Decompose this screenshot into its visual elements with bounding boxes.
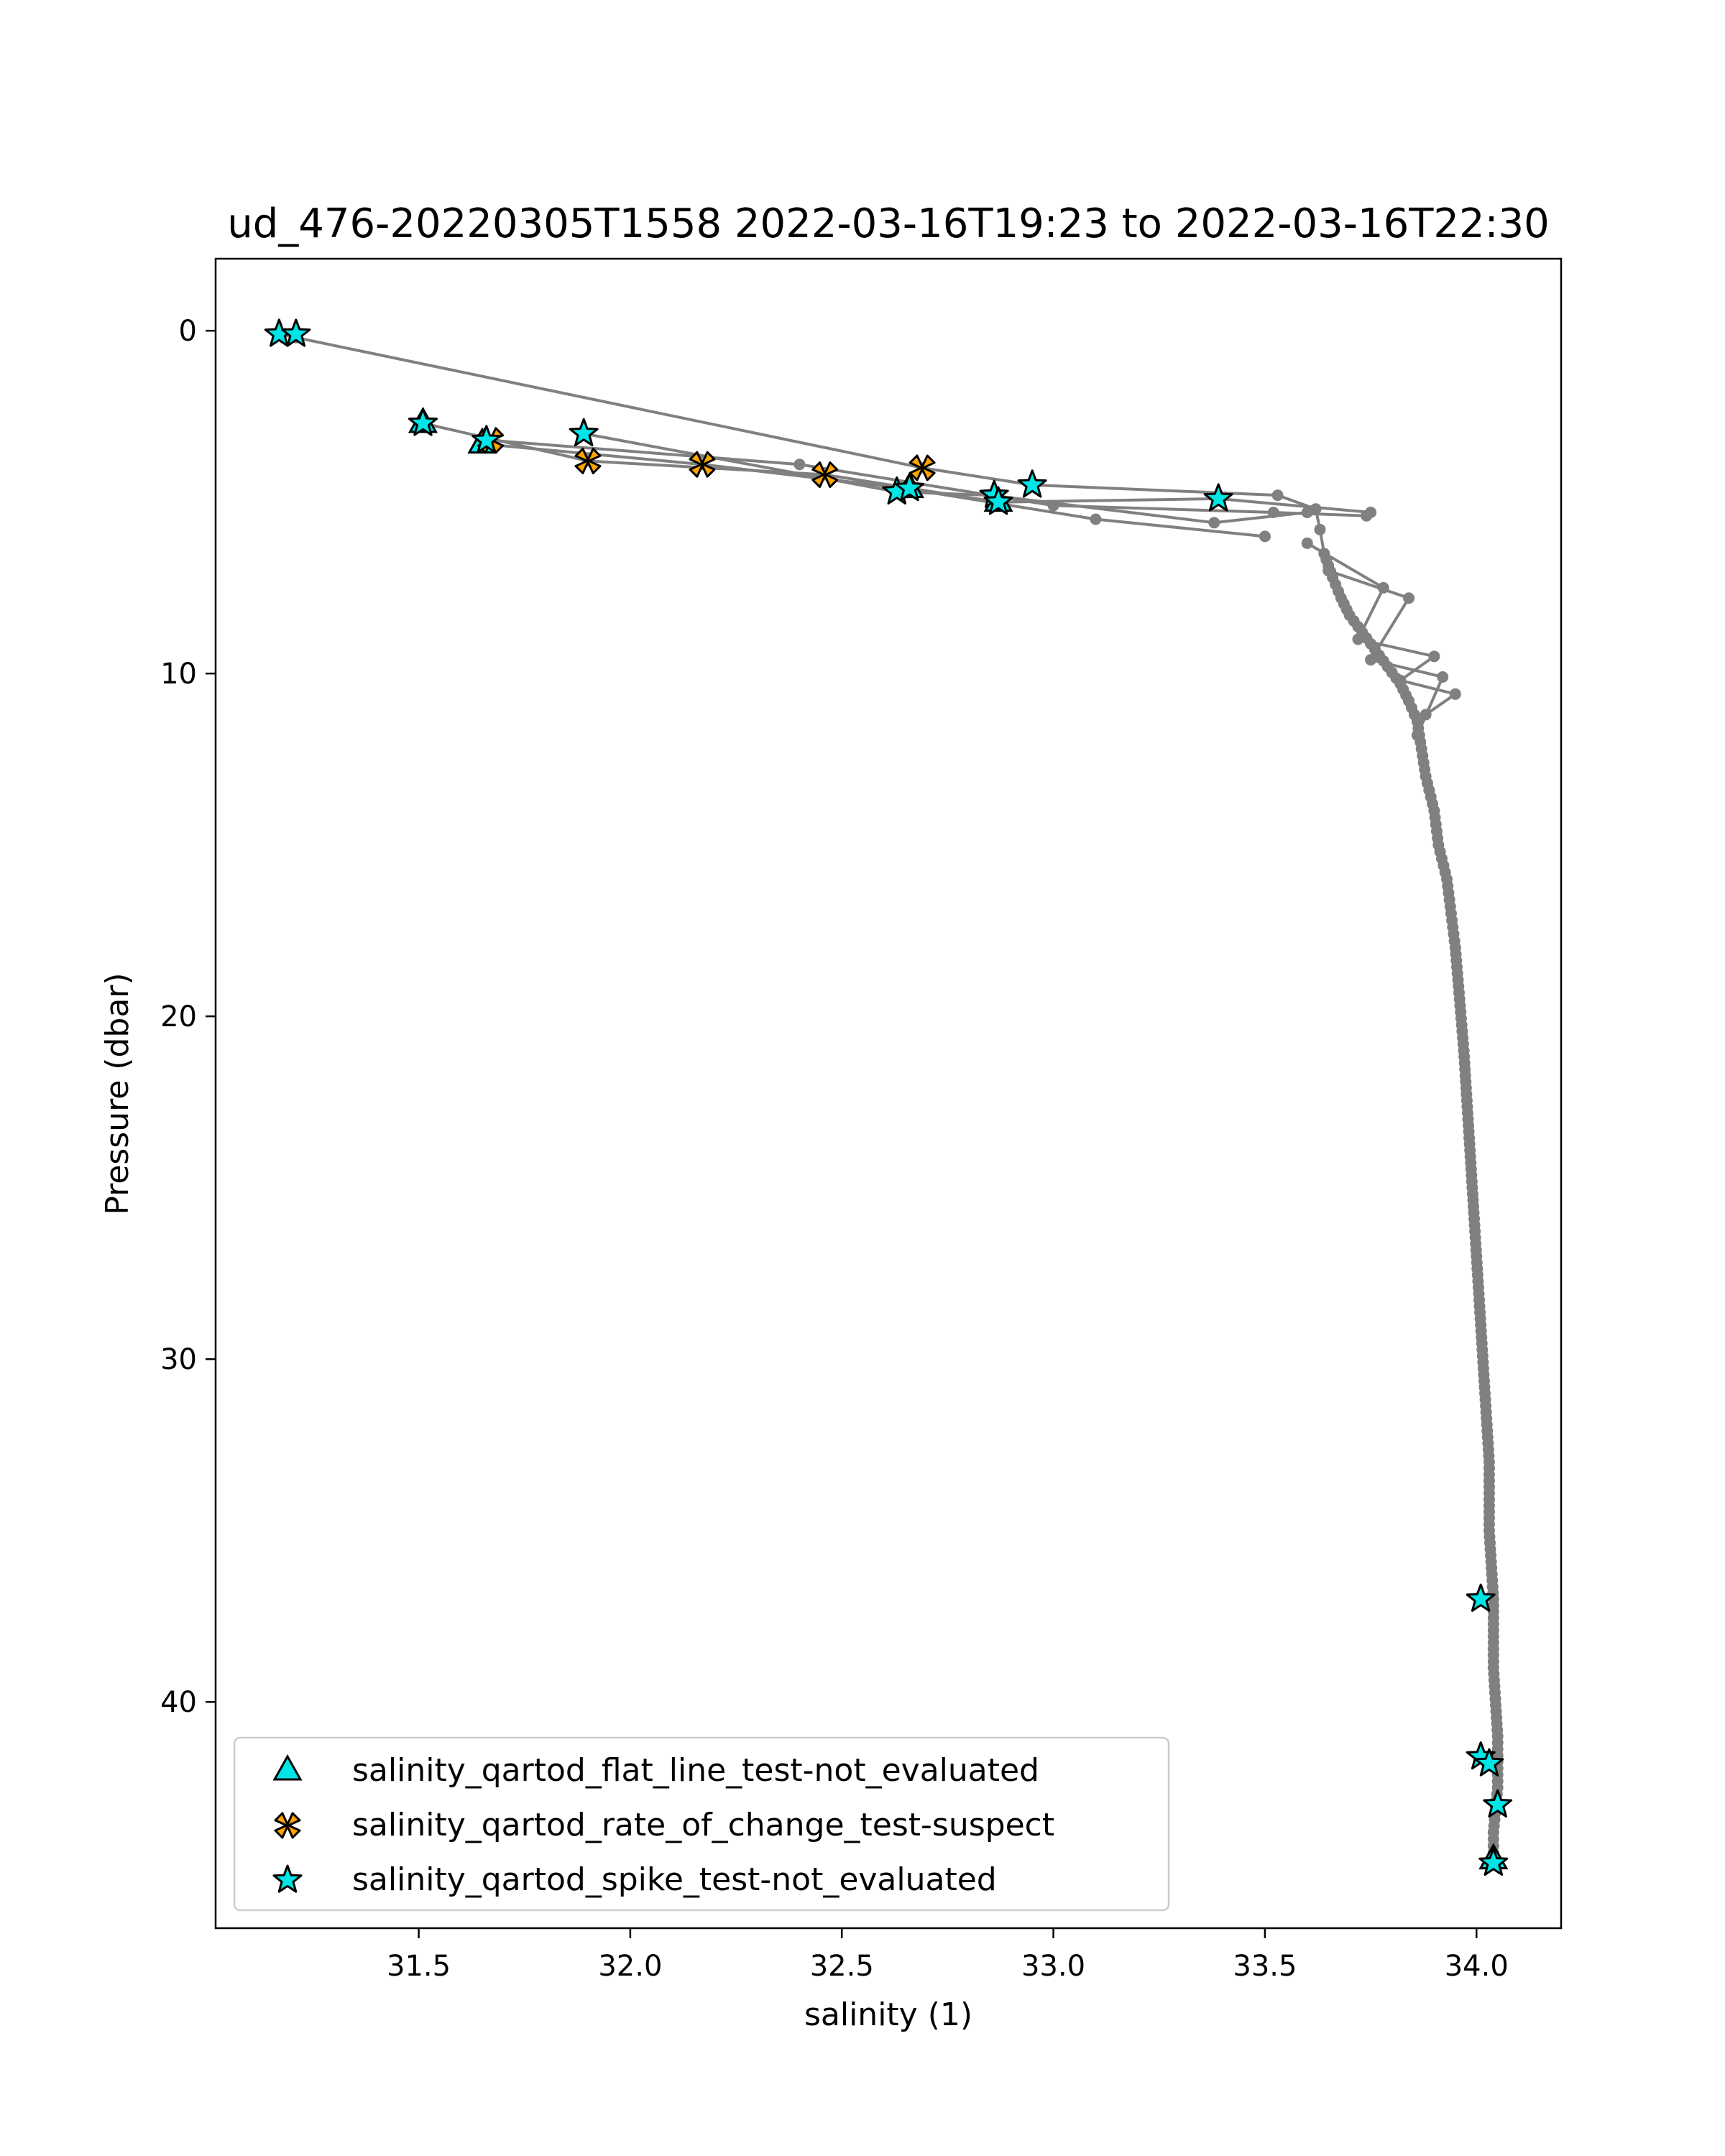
spike-marker: [472, 425, 502, 453]
profile-point: [1090, 513, 1102, 525]
spike-marker: [272, 1864, 303, 1893]
y-axis: 0 10 20 30 40: [160, 315, 216, 1719]
y-tick-label: 10: [160, 658, 197, 691]
series-3: [264, 318, 1513, 1876]
profile-point: [1437, 671, 1449, 683]
rate-of-change-marker: [908, 454, 936, 482]
legend: salinity_qartod_flat_line_test-not_evalu…: [233, 1736, 1170, 1912]
spike-marker: [1474, 1748, 1504, 1777]
profile-point: [1259, 530, 1271, 543]
x-axis: 31.5 32.0 32.5 33.0 33.5 34.0: [387, 1928, 1509, 1983]
profile-point: [1428, 650, 1440, 663]
y-tick-label: 0: [179, 315, 197, 348]
plot-frame: [214, 257, 1563, 1930]
legend-entry-3: salinity_qartod_spike_test-not_evaluated: [272, 1861, 997, 1898]
y-tick-label: 30: [160, 1343, 197, 1376]
spike-marker: [281, 318, 311, 347]
y-tick-label: 40: [160, 1686, 197, 1719]
x-tick-label: 31.5: [387, 1950, 451, 1983]
series-1: [408, 406, 1509, 1870]
profile-point: [1208, 517, 1220, 529]
profile-point: [1394, 674, 1407, 686]
profile-point: [1449, 688, 1461, 700]
spike-marker: [569, 418, 599, 446]
profile-point: [1403, 592, 1415, 604]
profile-point: [1301, 537, 1313, 549]
rate-of-change-marker: [811, 461, 839, 488]
profile-line: [278, 332, 1499, 1860]
spike-marker: [1466, 1583, 1496, 1612]
profile-point: [1361, 510, 1373, 522]
marker-layer: [264, 318, 1513, 1876]
chart-title: ud_476-20220305T1558 2022-03-16T19:23 to…: [227, 201, 1550, 247]
legend-label: salinity_qartod_flat_line_test-not_evalu…: [352, 1752, 1039, 1789]
profile-point: [1352, 633, 1364, 645]
legend-label: salinity_qartod_spike_test-not_evaluated: [352, 1861, 997, 1898]
spike-marker: [894, 473, 924, 502]
profile-layer: [273, 328, 1504, 1860]
spike-marker: [1483, 1789, 1513, 1818]
legend-entries: salinity_qartod_flat_line_test-not_evalu…: [272, 1752, 1054, 1898]
rate-of-change-marker: [689, 451, 716, 478]
profile-point: [1047, 499, 1059, 512]
spike-marker: [983, 487, 1013, 515]
flat-line-marker: [272, 1754, 303, 1781]
y-axis-label: Pressure (dbar): [99, 972, 136, 1215]
profile-point: [1365, 654, 1377, 666]
x-tick-label: 34.0: [1445, 1950, 1509, 1983]
rate-of-change-marker: [274, 1812, 301, 1839]
spike-marker: [408, 407, 438, 436]
profile-point: [1267, 506, 1279, 518]
y-tick-label: 20: [160, 1000, 197, 1033]
profile-point: [1377, 581, 1389, 594]
legend-entry-2: salinity_qartod_rate_of_change_test-susp…: [274, 1807, 1054, 1843]
spike-marker: [1203, 483, 1233, 512]
profile-point: [794, 459, 806, 471]
profile-point: [1420, 709, 1432, 721]
legend-entry-1: salinity_qartod_flat_line_test-not_evalu…: [272, 1752, 1039, 1789]
profile-point: [1411, 729, 1423, 742]
profile-point: [1314, 523, 1326, 535]
spike-marker: [1478, 1847, 1509, 1876]
profile-point: [1301, 506, 1313, 518]
x-tick-label: 33.0: [1021, 1950, 1085, 1983]
x-tick-label: 33.5: [1233, 1950, 1297, 1983]
spike-marker: [1017, 469, 1047, 498]
legend-box: [233, 1736, 1170, 1912]
profile-point: [1271, 489, 1284, 502]
profile-point: [1322, 565, 1335, 577]
x-tick-label: 32.0: [598, 1950, 662, 1983]
x-axis-label: salinity (1): [804, 1996, 972, 2033]
rate-of-change-marker: [574, 447, 602, 474]
x-tick-label: 32.5: [810, 1950, 874, 1983]
legend-label: salinity_qartod_rate_of_change_test-susp…: [352, 1807, 1054, 1843]
